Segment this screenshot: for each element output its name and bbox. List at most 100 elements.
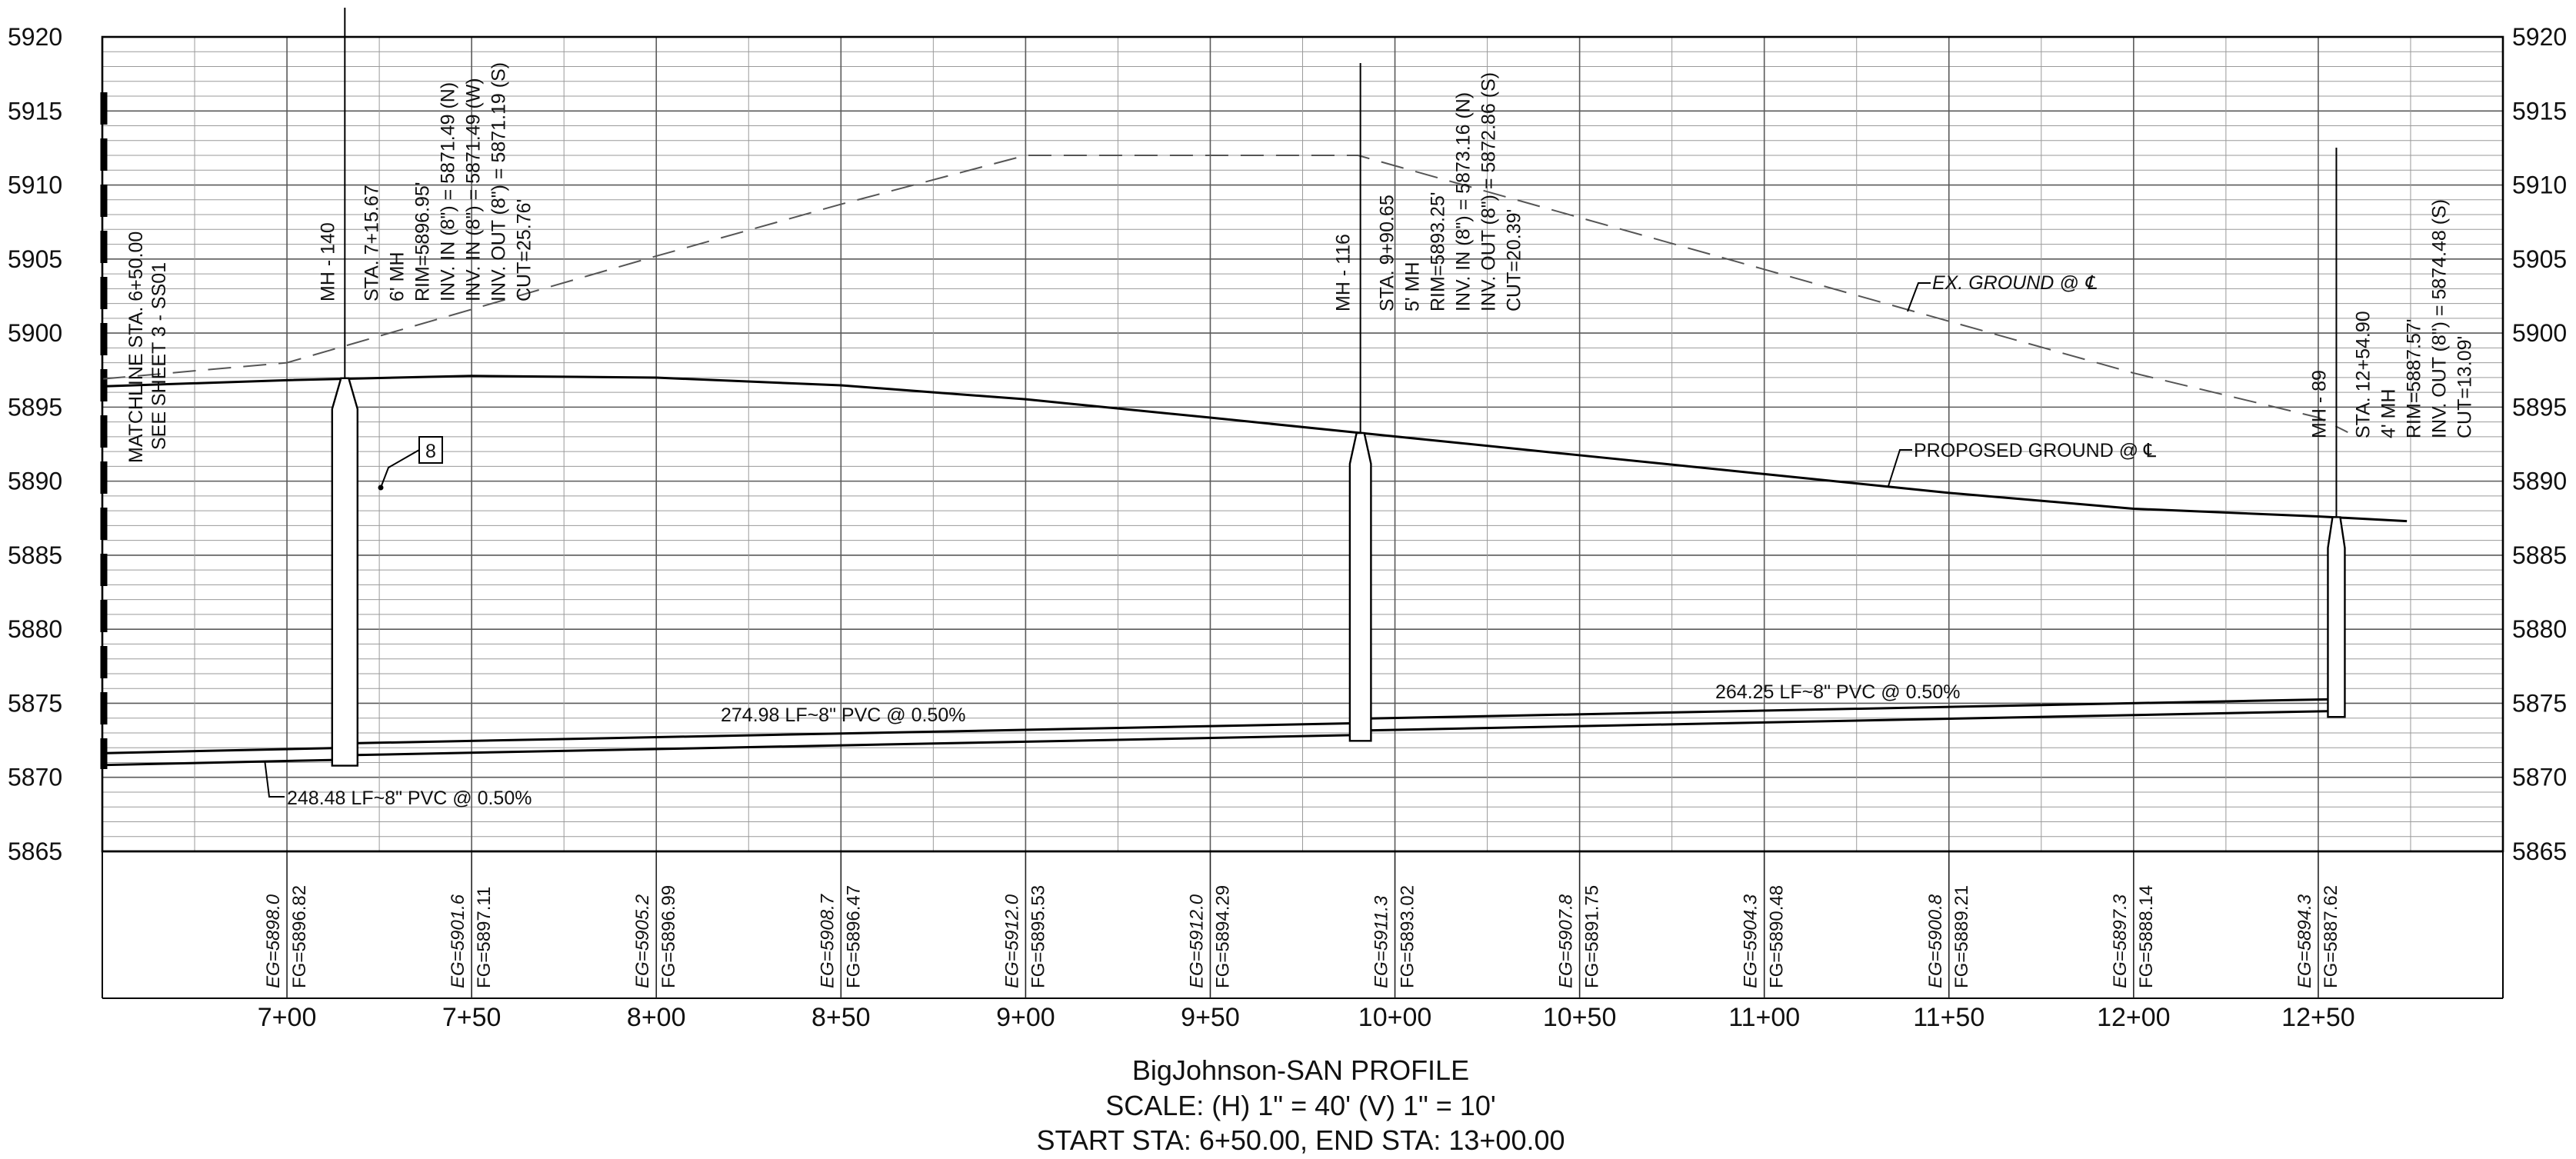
pipe-layer: 248.48 LF~8" PVC @ 0.50% 274.98 LF~8" PVC… <box>102 681 2337 809</box>
existing-grade-label: EG=5912.0 <box>1186 894 1207 988</box>
elevation-label-left: 5875 <box>8 689 62 717</box>
manhole-note: INV. OUT (8") = 5872.86 (S) <box>1478 72 1500 311</box>
existing-ground-layer <box>102 155 2348 433</box>
profile-frame <box>101 35 2504 853</box>
elevation-label-left: 5900 <box>8 319 62 347</box>
station-label: 12+00 <box>2097 1003 2171 1032</box>
manhole-note: INV. IN (8") = 5871.49 (N) <box>437 82 458 301</box>
station-label: 11+00 <box>1728 1003 1800 1032</box>
elevation-label-right: 5875 <box>2512 689 2567 717</box>
existing-grade-label: EG=5912.0 <box>1001 894 1022 988</box>
finished-grade-label: FG=5887.62 <box>2321 885 2341 988</box>
finished-grade-label: FG=5894.29 <box>1212 885 1233 988</box>
manhole-note: RIM=5887.57' <box>2403 318 2424 438</box>
existing-grade-label: EG=5908.7 <box>817 893 838 988</box>
manhole-structure <box>331 377 359 767</box>
pipe-crown-line <box>102 746 345 754</box>
manhole-note: INV. IN (8") = 5871.49 (W) <box>462 78 484 301</box>
finished-grade-label: FG=5893.02 <box>1398 885 1418 988</box>
elevation-label-left: 5920 <box>8 23 62 51</box>
manhole-note: CUT=25.76' <box>513 199 535 301</box>
existing-grade-label: EG=5897.3 <box>2110 894 2131 988</box>
finished-grade-label: FG=5895.53 <box>1028 885 1048 988</box>
manhole-note: MH - 116 <box>1333 234 1355 311</box>
elevation-label-right: 5865 <box>2512 838 2567 865</box>
existing-grade-label: EG=5901.6 <box>448 894 468 988</box>
elevation-label-right: 5890 <box>2512 468 2567 495</box>
title-block: BigJohnson-SAN PROFILE SCALE: (H) 1" = 4… <box>1036 1054 1565 1156</box>
elevation-label-left: 5880 <box>8 615 62 643</box>
existing-grade-label: EG=5911.3 <box>1371 895 1392 988</box>
pipe-crown-line <box>345 721 1361 745</box>
elevation-label-right: 5880 <box>2512 615 2567 643</box>
profile-scale: SCALE: (H) 1" = 40' (V) 1" = 10' <box>1105 1090 1496 1121</box>
annotation-layer: MATCHLINE STA. 6+50.00 SEE SHEET 3 - SS01… <box>125 231 2156 491</box>
manhole-note: 5' MH <box>1402 261 1424 311</box>
station-label: 10+50 <box>1543 1003 1617 1032</box>
pipe-label: 264.25 LF~8" PVC @ 0.50% <box>1715 681 1960 703</box>
elevation-label-left: 5915 <box>8 97 62 125</box>
existing-grade-label: EG=5904.3 <box>1741 894 1761 988</box>
elevation-label-left: 5905 <box>8 245 62 273</box>
manhole-note: STA. 9+90.65 <box>1377 195 1398 311</box>
pipe-label: 274.98 LF~8" PVC @ 0.50% <box>721 704 965 726</box>
ex-ground-callout: EX. GROUND @ ℄ <box>1932 272 2098 294</box>
finished-grade-label: FG=5890.48 <box>1767 885 1788 988</box>
manhole-note: INV. OUT (8") = 5871.19 (S) <box>488 62 509 301</box>
elevation-label-left: 5895 <box>8 393 62 421</box>
manhole-note: 4' MH <box>2378 388 2399 438</box>
manhole-note: STA. 7+15.67 <box>361 185 382 301</box>
manhole-note: 6' MH <box>386 251 408 301</box>
profile-grid <box>100 36 2504 999</box>
finished-grade-label: FG=5896.99 <box>658 885 679 988</box>
manhole-note: MH - 140 <box>317 222 338 301</box>
proposed-ground-callout: PROPOSED GROUND @ ℄ <box>1914 440 2156 461</box>
manhole-note: CUT=13.09' <box>2454 336 2475 438</box>
elevation-label-right: 5915 <box>2512 97 2567 125</box>
existing-grade-label: EG=5905.2 <box>632 894 653 988</box>
manhole-note: CUT=20.39' <box>1504 209 1525 311</box>
manhole-note: RIM=5893.25' <box>1428 192 1449 311</box>
station-label: 12+50 <box>2281 1003 2355 1032</box>
elevation-label-right: 5870 <box>2512 764 2567 791</box>
elevation-label-left: 5890 <box>8 468 62 495</box>
station-label: 9+00 <box>996 1003 1055 1032</box>
pipe-label: 248.48 LF~8" PVC @ 0.50% <box>287 788 532 809</box>
station-label: 9+50 <box>1181 1003 1240 1032</box>
manhole-structure <box>1348 431 1372 742</box>
station-label: 10+00 <box>1358 1003 1432 1032</box>
station-label: 7+50 <box>442 1003 502 1032</box>
profile-station-range: START STA: 6+50.00, END STA: 13+00.00 <box>1036 1124 1565 1156</box>
elevation-label-right: 5900 <box>2512 319 2567 347</box>
finished-grade-label: FG=5896.82 <box>289 885 310 988</box>
finished-grade-label: FG=5891.75 <box>1582 885 1603 988</box>
profile-title: BigJohnson-SAN PROFILE <box>1132 1054 1469 1086</box>
elevation-label-left: 5910 <box>8 172 62 199</box>
axis-layer: 5920 5920 5915 5915 5910 5910 5905 5905 5900 5900… <box>8 23 2567 1032</box>
ex-ground-leader <box>1907 282 1931 312</box>
keynote-point <box>378 485 384 491</box>
elevation-label-right: 5920 <box>2512 23 2567 51</box>
pipe-invert-line <box>345 734 1361 757</box>
station-label: 8+50 <box>811 1003 871 1032</box>
existing-grade-label: EG=5900.8 <box>1925 894 1946 988</box>
pipe-invert-line <box>102 758 345 767</box>
manhole-note: MH - 89 <box>2308 370 2330 438</box>
finished-grade-label: FG=5888.14 <box>2136 885 2157 988</box>
manhole-note: RIM=5896.95' <box>412 182 433 301</box>
elevation-label-left: 5885 <box>8 541 62 569</box>
finished-grade-label: FG=5897.11 <box>474 887 495 988</box>
proposed-ground-leader <box>1888 449 1912 487</box>
keynote-number: 8 <box>425 441 436 462</box>
elevation-label-right: 5895 <box>2512 393 2567 421</box>
station-label: 11+50 <box>1913 1003 1984 1032</box>
pipe-crown-line <box>1360 698 2337 720</box>
existing-grade-label: EG=5894.3 <box>2294 894 2315 988</box>
station-label: 8+00 <box>627 1003 686 1032</box>
finished-grade-label: FG=5889.21 <box>1951 885 1972 988</box>
manhole-note: STA. 12+54.90 <box>2352 311 2374 438</box>
proposed-ground-layer <box>102 375 2408 523</box>
existing-grade-label: EG=5907.8 <box>1556 894 1577 988</box>
matchline-note: SEE SHEET 3 - SS01 <box>148 262 170 450</box>
